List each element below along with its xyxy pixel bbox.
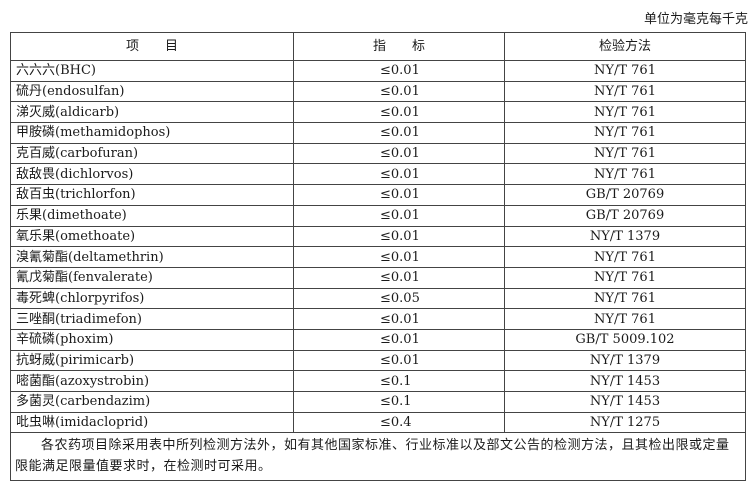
cell-limit: ≤0.01: [293, 122, 505, 144]
limit-value: ≤0.01: [380, 84, 420, 100]
pesticide-limits-table: 项 目 指 标 检验方法 六六六(BHC) ≤0.01 NY/T 761 硫丹(end…: [10, 32, 746, 482]
cell-item: 三唑酮(triadimefon): [10, 308, 294, 330]
cell-item: 硫丹(endosulfan): [10, 80, 294, 103]
limit-value: ≤0.01: [380, 208, 420, 224]
limit-value: ≤0.01: [380, 146, 420, 162]
table-row: 氰戊菊酯(fenvalerate) ≤0.01 NY/T 761: [10, 266, 746, 289]
cell-limit: ≤0.01: [293, 246, 505, 268]
cell-method: NY/T 761: [504, 122, 746, 144]
cell-limit: ≤0.01: [293, 349, 505, 372]
limit-value: ≤0.01: [380, 166, 420, 182]
table-row: 甲胺磷(methamidophos) ≤0.01 NY/T 761: [10, 122, 746, 144]
table-row: 敌敌畏(dichlorvos) ≤0.01 NY/T 761: [10, 163, 746, 186]
cell-limit: ≤0.05: [293, 287, 505, 310]
cell-method: NY/T 761: [504, 60, 746, 82]
cell-item: 辛硫磷(phoxim): [10, 328, 294, 351]
cell-limit: ≤0.01: [293, 266, 505, 289]
cell-item: 氰戊菊酯(fenvalerate): [10, 266, 294, 289]
cell-item: 乐果(dimethoate): [10, 204, 294, 227]
cell-method: NY/T 761: [504, 142, 746, 165]
cell-item: 毒死蜱(chlorpyrifos): [10, 287, 294, 310]
limit-value: ≤0.1: [380, 394, 412, 410]
table-row: 抗蚜威(pirimicarb) ≤0.01 NY/T 1379: [10, 349, 746, 372]
limit-value: ≤0.01: [380, 249, 420, 265]
table-row: 六六六(BHC) ≤0.01 NY/T 761: [10, 60, 746, 82]
cell-item: 六六六(BHC): [10, 60, 294, 82]
table-row: 毒死蜱(chlorpyrifos) ≤0.05 NY/T 761: [10, 287, 746, 310]
limit-value: ≤0.05: [380, 290, 420, 306]
cell-method: GB/T 5009.102: [504, 328, 746, 351]
footnote-row: 各农药项目除采用表中所列检测方法外，如有其他国家标准、行业标准以及部文公告的检测…: [10, 432, 746, 482]
table-row: 硫丹(endosulfan) ≤0.01 NY/T 761: [10, 80, 746, 103]
limit-value: ≤0.01: [380, 228, 420, 244]
header-limit: 指 标: [293, 32, 505, 61]
table-row: 辛硫磷(phoxim) ≤0.01 GB/T 5009.102: [10, 328, 746, 351]
cell-item: 涕灭威(aldicarb): [10, 101, 294, 124]
cell-item: 克百威(carbofuran): [10, 142, 294, 165]
table-row: 吡虫啉(imidacloprid) ≤0.4 NY/T 1275: [10, 411, 746, 434]
table-row: 氧乐果(omethoate) ≤0.01 NY/T 1379: [10, 225, 746, 248]
cell-limit: ≤0.01: [293, 101, 505, 124]
cell-limit: ≤0.1: [293, 391, 505, 413]
cell-limit: ≤0.01: [293, 328, 505, 351]
cell-item: 嘧菌酯(azoxystrobin): [10, 370, 294, 392]
cell-method: NY/T 1453: [504, 391, 746, 413]
table-row: 乐果(dimethoate) ≤0.01 GB/T 20769: [10, 204, 746, 227]
limit-value: ≤0.01: [380, 332, 420, 348]
cell-method: NY/T 1275: [504, 411, 746, 434]
cell-method: NY/T 1453: [504, 370, 746, 392]
cell-method: NY/T 761: [504, 163, 746, 186]
table-row: 三唑酮(triadimefon) ≤0.01 NY/T 761: [10, 308, 746, 330]
footnote: 各农药项目除采用表中所列检测方法外，如有其他国家标准、行业标准以及部文公告的检测…: [10, 432, 746, 482]
cell-limit: ≤0.01: [293, 163, 505, 186]
cell-limit: ≤0.1: [293, 370, 505, 392]
cell-limit: ≤0.01: [293, 80, 505, 103]
cell-limit: ≤0.01: [293, 184, 505, 206]
cell-method: NY/T 1379: [504, 349, 746, 372]
cell-item: 敌百虫(trichlorfon): [10, 184, 294, 206]
cell-method: NY/T 761: [504, 80, 746, 103]
limit-value: ≤0.01: [380, 352, 420, 368]
cell-item: 溴氰菊酯(deltamethrin): [10, 246, 294, 268]
header-item: 项 目: [10, 32, 294, 61]
cell-item: 多菌灵(carbendazim): [10, 391, 294, 413]
table-row: 多菌灵(carbendazim) ≤0.1 NY/T 1453: [10, 391, 746, 413]
limit-value: ≤0.01: [380, 311, 420, 327]
cell-limit: ≤0.01: [293, 225, 505, 248]
cell-item: 敌敌畏(dichlorvos): [10, 163, 294, 186]
cell-item: 氧乐果(omethoate): [10, 225, 294, 248]
cell-method: NY/T 761: [504, 246, 746, 268]
cell-method: NY/T 761: [504, 101, 746, 124]
limit-value: ≤0.01: [380, 125, 420, 141]
cell-item: 甲胺磷(methamidophos): [10, 122, 294, 144]
cell-method: NY/T 1379: [504, 225, 746, 248]
table-row: 克百威(carbofuran) ≤0.01 NY/T 761: [10, 142, 746, 165]
cell-item: 吡虫啉(imidacloprid): [10, 411, 294, 434]
cell-method: GB/T 20769: [504, 184, 746, 206]
unit-note: 单位为毫克每千克: [643, 12, 748, 27]
limit-value: ≤0.01: [380, 270, 420, 286]
header-method: 检验方法: [504, 32, 746, 61]
cell-method: GB/T 20769: [504, 204, 746, 227]
table-row: 嘧菌酯(azoxystrobin) ≤0.1 NY/T 1453: [10, 370, 746, 392]
cell-limit: ≤0.01: [293, 204, 505, 227]
limit-value: ≤0.4: [380, 415, 412, 431]
cell-limit: ≤0.4: [293, 411, 505, 434]
cell-limit: ≤0.01: [293, 142, 505, 165]
table-header-row: 项 目 指 标 检验方法: [10, 32, 746, 61]
cell-limit: ≤0.01: [293, 60, 505, 82]
limit-value: ≤0.01: [380, 187, 420, 203]
limit-value: ≤0.01: [380, 104, 420, 120]
cell-method: NY/T 761: [504, 308, 746, 330]
table-row: 涕灭威(aldicarb) ≤0.01 NY/T 761: [10, 101, 746, 124]
limit-value: ≤0.01: [380, 63, 420, 79]
cell-method: NY/T 761: [504, 266, 746, 289]
table-row: 溴氰菊酯(deltamethrin) ≤0.01 NY/T 761: [10, 246, 746, 268]
cell-method: NY/T 761: [504, 287, 746, 310]
table-row: 敌百虫(trichlorfon) ≤0.01 GB/T 20769: [10, 184, 746, 206]
cell-item: 抗蚜威(pirimicarb): [10, 349, 294, 372]
cell-limit: ≤0.01: [293, 308, 505, 330]
limit-value: ≤0.1: [380, 373, 412, 389]
